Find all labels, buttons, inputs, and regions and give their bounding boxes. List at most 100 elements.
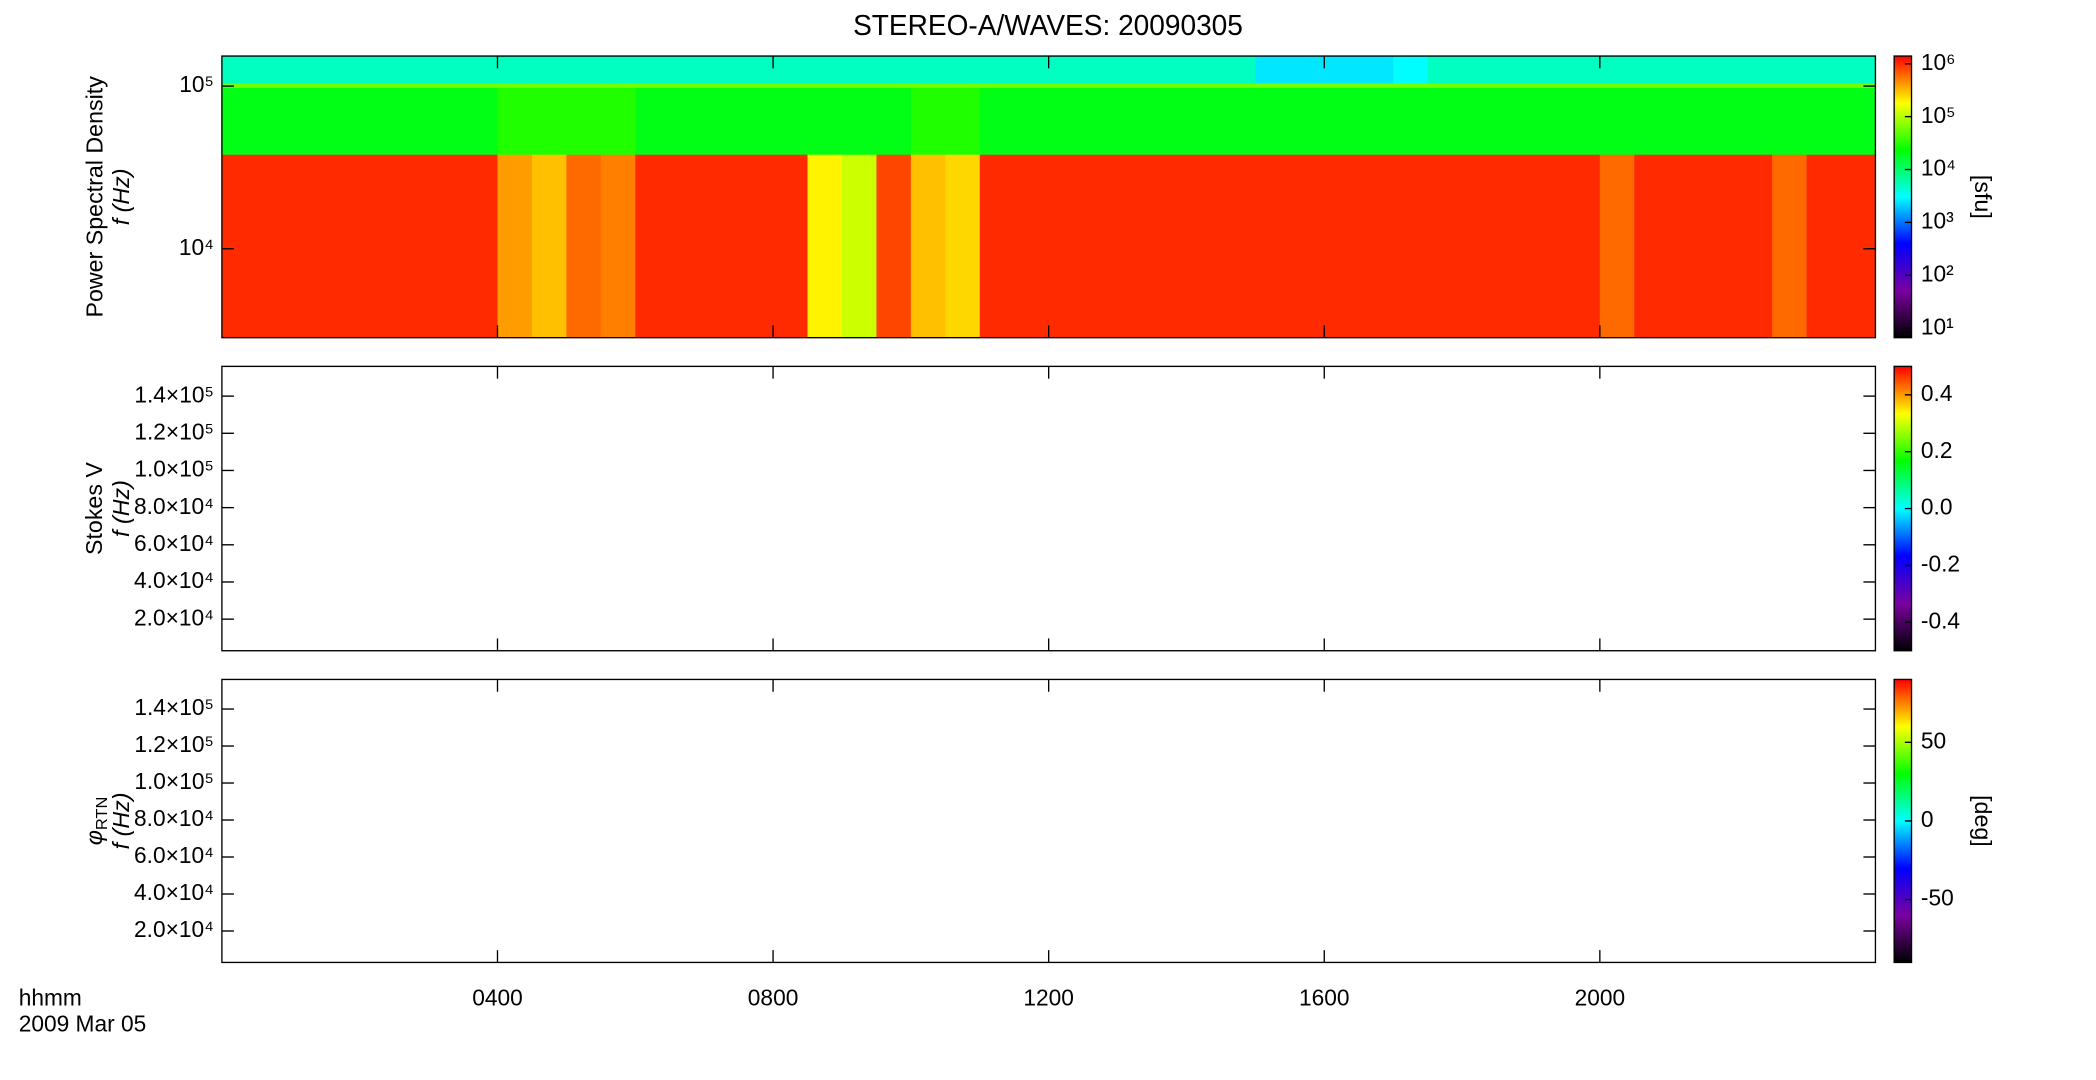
heatmap-cell	[1772, 83, 1808, 88]
plot-frame	[221, 365, 1877, 652]
heatmap-cell	[1496, 56, 1532, 84]
heatmap-cell	[1634, 154, 1670, 338]
y-tick-label: 2.0×10⁴	[134, 604, 214, 630]
heatmap-cell	[531, 154, 567, 338]
heatmap-cell	[1840, 154, 1876, 338]
y-axis-symbol: φ	[81, 830, 107, 845]
heatmap-cell	[325, 83, 361, 88]
heatmap-cell	[1668, 87, 1704, 155]
heatmap-cell	[1220, 154, 1256, 338]
heatmap-cell	[773, 56, 809, 84]
heatmap-cell	[1427, 154, 1463, 338]
heatmap-cell	[910, 56, 946, 84]
heatmap-cell	[1496, 83, 1532, 88]
heatmap-cell	[1014, 56, 1050, 84]
heatmap-cell	[463, 154, 499, 338]
heatmap-cell	[428, 56, 464, 84]
heatmap-cell	[738, 56, 774, 84]
heatmap-cell	[325, 56, 361, 84]
colorbar-tick-label: 0	[1921, 806, 1934, 832]
y-tick-label: 1.0×10⁵	[134, 455, 214, 481]
heatmap-cell	[704, 56, 740, 84]
heatmap-cell	[773, 83, 809, 88]
heatmap-cell	[497, 83, 533, 88]
heatmap-cell	[221, 87, 257, 155]
heatmap-cell	[290, 87, 326, 155]
heatmap-cell	[1048, 154, 1084, 338]
heatmap-cell	[221, 56, 257, 84]
colorbar-tick-label: 10³	[1921, 207, 1954, 233]
colorbar-tick-label: -0.4	[1921, 607, 1960, 633]
heatmap-cell	[1014, 87, 1050, 155]
heatmap-cell	[704, 87, 740, 155]
heatmap-cell	[1806, 83, 1842, 88]
heatmap-cell	[290, 56, 326, 84]
heatmap-cell	[635, 56, 671, 84]
heatmap-cell	[1393, 56, 1429, 84]
heatmap-cell	[1427, 56, 1463, 84]
heatmap-cell	[1772, 154, 1808, 338]
heatmap-cell	[1565, 83, 1601, 88]
heatmap-cell	[945, 154, 981, 338]
heatmap-cell	[876, 83, 912, 88]
heatmap-cell	[1496, 154, 1532, 338]
heatmap-cell	[1772, 56, 1808, 84]
heatmap-cell	[1289, 154, 1325, 338]
heatmap-cell	[910, 83, 946, 88]
heatmap-cell	[1358, 83, 1394, 88]
heatmap-cell	[359, 56, 395, 84]
heatmap-cell	[1324, 56, 1360, 84]
heatmap-cell	[531, 87, 567, 155]
y-tick-label: 2.0×10⁴	[134, 916, 214, 942]
heatmap-cell	[1668, 83, 1704, 88]
y-axis-subscript: RTN	[93, 797, 111, 830]
heatmap-cell	[566, 56, 602, 84]
heatmap-cell	[738, 87, 774, 155]
heatmap-cell	[1668, 154, 1704, 338]
heatmap-cell	[1255, 56, 1291, 84]
heatmap-cell	[1634, 87, 1670, 155]
heatmap-cell	[1462, 154, 1498, 338]
heatmap-cell	[1152, 56, 1187, 84]
heatmap-cell	[1806, 154, 1842, 338]
heatmap-cell	[531, 56, 567, 84]
heatmap-cell	[531, 83, 567, 88]
heatmap-cell	[1393, 154, 1429, 338]
heatmap-cell	[807, 56, 843, 84]
heatmap-cell	[1358, 154, 1394, 338]
heatmap-cell	[1117, 154, 1153, 338]
heatmap-cell	[1565, 56, 1601, 84]
heatmap-cell	[1599, 83, 1635, 88]
y-axis-label: φRTN	[81, 797, 111, 846]
heatmap-cell	[1117, 56, 1153, 84]
y-tick-label: 4.0×10⁴	[134, 567, 214, 593]
heatmap-cell	[290, 83, 326, 88]
heatmap-cell	[1393, 87, 1429, 155]
heatmap-cell	[600, 83, 636, 88]
heatmap-cell	[325, 154, 361, 338]
colorbar-tick-label: 0.4	[1921, 380, 1953, 406]
heatmap-cell	[1840, 83, 1876, 88]
colorbar-tick-label: 10⁶	[1921, 49, 1956, 75]
heatmap-cell	[428, 87, 464, 155]
heatmap-cell	[1255, 83, 1291, 88]
heatmap-cell	[1737, 56, 1773, 84]
heatmap-cell	[359, 87, 395, 155]
heatmap-cell	[1668, 56, 1704, 84]
heatmap-cell	[1289, 56, 1325, 84]
heatmap-cell	[1427, 87, 1463, 155]
heatmap-cell	[704, 154, 740, 338]
heatmap-cell	[1737, 83, 1773, 88]
heatmap-cell	[1048, 56, 1084, 84]
heatmap-cell	[1772, 87, 1808, 155]
y-axis-unit: f (Hz)	[108, 793, 134, 850]
heatmap-cell	[566, 154, 602, 338]
chart-title: STEREO-A/WAVES: 20090305	[853, 10, 1243, 42]
heatmap-cell	[1324, 154, 1360, 338]
heatmap-cell	[1289, 87, 1325, 155]
heatmap-cell	[359, 154, 395, 338]
y-axis-label: Power Spectral Density	[81, 76, 107, 318]
heatmap-cell	[221, 83, 257, 88]
heatmap-cell	[876, 87, 912, 155]
